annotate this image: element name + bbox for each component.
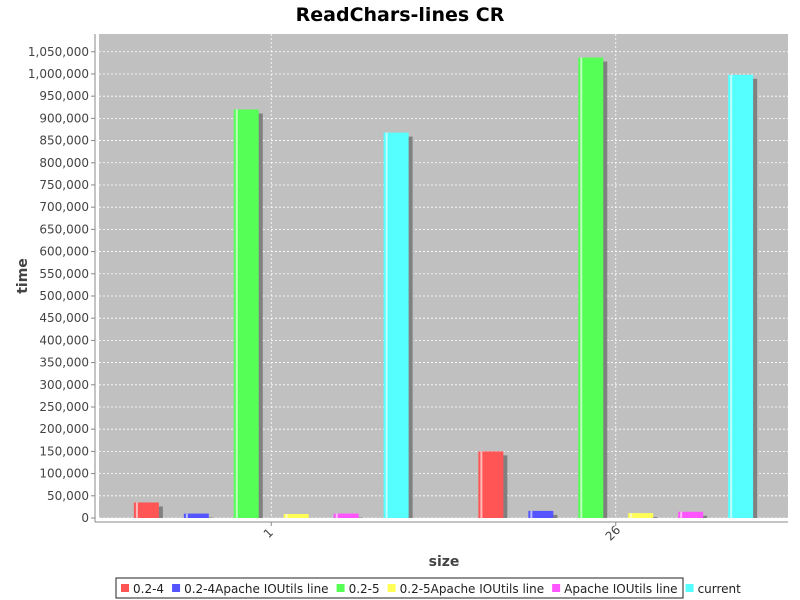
bar — [133, 502, 159, 518]
legend-label: 0.2-5 — [349, 582, 380, 596]
bar-highlight — [480, 451, 483, 518]
bar — [333, 513, 359, 518]
legend: 0.2-4 0.2-4Apache IOUtils line 0.2-5 0.2-5A… — [115, 577, 742, 599]
y-tick-label: 650,000 — [39, 222, 89, 236]
bar — [283, 514, 309, 518]
bar-highlight — [135, 502, 138, 518]
bars — [133, 57, 758, 519]
legend-label: current — [698, 582, 742, 596]
y-tick-label: 150,000 — [39, 444, 89, 458]
y-axis: 0 50,000 100,000 150,000 200,000 250,000 300,0… — [28, 34, 96, 525]
legend-swatch — [685, 584, 694, 592]
y-tick-label: 550,000 — [39, 267, 89, 281]
y-tick-label: 450,000 — [39, 311, 89, 325]
bar-highlight — [235, 109, 238, 518]
y-tick-label: 400,000 — [39, 333, 89, 347]
bar-highlight — [285, 514, 288, 518]
y-tick-label: 950,000 — [39, 89, 89, 103]
y-tick-label: 850,000 — [39, 134, 89, 148]
legend-swatch — [387, 584, 396, 592]
legend-swatch — [172, 584, 181, 592]
y-tick-label: 800,000 — [39, 156, 89, 170]
bar-highlight — [335, 513, 338, 518]
plot-area — [99, 34, 788, 518]
bar-highlight — [385, 132, 388, 518]
y-tick-label: 200,000 — [39, 422, 89, 436]
legend-swatch — [336, 584, 345, 592]
legend-label: 0.2-5Apache IOUtils line — [400, 582, 545, 596]
legend-label: 0.2-4 — [133, 582, 164, 596]
bar — [233, 109, 259, 518]
bar — [528, 510, 554, 518]
y-tick-label: 500,000 — [39, 289, 89, 303]
y-tick-label: 600,000 — [39, 245, 89, 259]
bar — [728, 74, 754, 518]
y-tick-label: 1,000,000 — [28, 67, 89, 81]
legend-swatch — [552, 584, 561, 592]
y-tick-label: 100,000 — [39, 467, 89, 481]
bar-highlight — [730, 74, 733, 518]
y-tick-label: 250,000 — [39, 400, 89, 414]
chart-title: ReadChars-lines CR — [296, 4, 505, 26]
y-tick-label: 900,000 — [39, 111, 89, 125]
grid-lines — [99, 34, 788, 519]
y-tick-label: 700,000 — [39, 200, 89, 214]
legend-label: 0.2-4Apache IOUtils line — [184, 582, 329, 596]
x-axis-title: size — [429, 554, 460, 570]
y-tick-label: 50,000 — [47, 489, 89, 503]
legend-swatch — [121, 584, 129, 592]
y-tick-label: 750,000 — [39, 178, 89, 192]
bar-highlight — [580, 57, 583, 519]
y-axis-title: time — [15, 258, 31, 294]
bar-highlight — [680, 511, 683, 518]
y-tick-label: 1,050,000 — [28, 45, 89, 59]
bar — [628, 513, 654, 518]
bar — [183, 513, 209, 518]
x-tick-label: 26 — [603, 523, 624, 544]
bar — [383, 132, 409, 518]
y-tick-label: 300,000 — [39, 378, 89, 392]
legend-box — [115, 577, 684, 599]
bar-highlight — [630, 513, 633, 518]
y-tick-label: 350,000 — [39, 356, 89, 370]
bar-highlight — [530, 510, 533, 518]
bar — [678, 511, 704, 518]
x-tick-label: 1 — [261, 526, 276, 541]
x-axis: 1 26 — [95, 521, 788, 544]
legend-label: Apache IOUtils line — [564, 582, 677, 596]
bar — [578, 57, 604, 519]
bar-highlight — [185, 513, 188, 518]
bar — [478, 451, 504, 518]
y-tick-label: 0 — [81, 511, 89, 525]
